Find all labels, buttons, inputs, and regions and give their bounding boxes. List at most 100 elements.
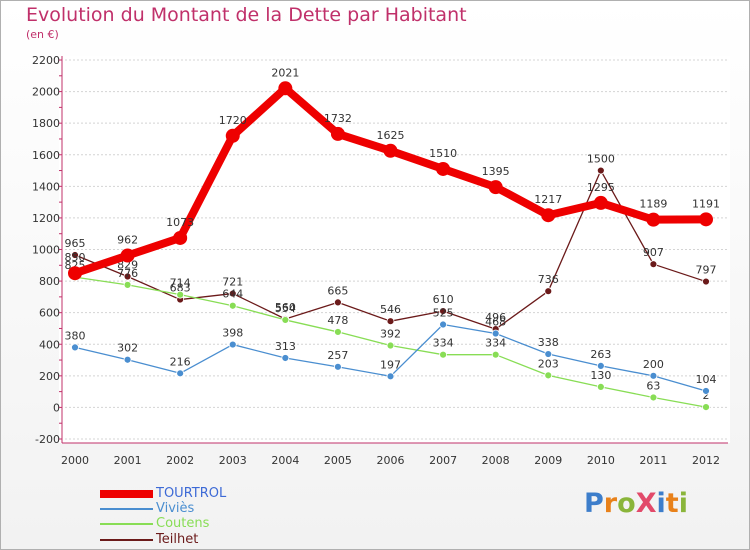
data-point	[228, 301, 237, 310]
y-tick-label: 1400	[32, 180, 60, 193]
data-point	[596, 382, 605, 391]
data-point	[488, 180, 503, 195]
chart-subtitle: (en €)	[26, 28, 59, 41]
legend-swatch	[100, 508, 153, 510]
data-label: 546	[380, 303, 401, 316]
data-label: 1189	[639, 198, 667, 211]
data-label: 203	[538, 357, 559, 370]
x-tick-label: 2000	[61, 454, 89, 467]
data-label: 63	[646, 379, 660, 392]
legend-swatch	[100, 490, 153, 498]
x-tick-label: 2002	[166, 454, 194, 467]
data-label: 1217	[534, 193, 562, 206]
data-point	[439, 350, 447, 359]
data-point	[439, 307, 447, 315]
x-tick-label: 2012	[692, 454, 720, 467]
data-point	[541, 208, 556, 223]
data-point	[649, 371, 658, 380]
data-label: 1625	[377, 129, 405, 142]
data-point	[702, 387, 710, 395]
data-point	[649, 393, 658, 402]
data-label: 216	[170, 355, 191, 368]
y-tick-label: 1000	[32, 244, 60, 257]
data-label: 965	[65, 237, 86, 250]
data-label: 1295	[587, 181, 615, 194]
x-tick-label: 2008	[482, 454, 510, 467]
data-label: 392	[380, 328, 401, 341]
legend-swatch	[100, 523, 153, 525]
data-label: 736	[538, 273, 559, 286]
data-label: 1073	[166, 216, 194, 229]
legend-label: Teilhet	[156, 532, 199, 547]
data-point	[439, 320, 447, 329]
data-label: 797	[696, 264, 717, 277]
y-tick-label: 200	[39, 370, 60, 383]
data-point	[544, 350, 553, 358]
data-point	[436, 161, 451, 176]
data-label: 130	[590, 369, 611, 382]
data-label: 257	[327, 349, 348, 362]
data-label: 334	[485, 337, 506, 350]
data-point	[386, 317, 395, 326]
data-point	[596, 166, 605, 175]
data-label: 850	[65, 251, 86, 264]
legend-swatch	[100, 539, 153, 541]
data-label: 962	[117, 234, 138, 247]
x-tick-label: 2011	[639, 454, 667, 467]
x-tick-label: 2003	[219, 454, 247, 467]
data-point	[491, 350, 500, 359]
data-label: 829	[117, 259, 138, 272]
data-label: 200	[643, 358, 664, 371]
data-point	[71, 251, 79, 259]
data-point	[702, 277, 710, 286]
data-point	[386, 341, 395, 350]
data-label: 334	[433, 337, 454, 350]
data-point	[176, 290, 185, 299]
legend-label: Viviès	[156, 501, 195, 516]
data-point	[646, 212, 661, 227]
data-point	[123, 280, 132, 289]
data-point	[228, 289, 237, 298]
data-label: 644	[222, 288, 243, 301]
data-point	[491, 329, 500, 338]
data-point	[228, 340, 237, 349]
y-tick-label: 2200	[32, 54, 60, 67]
y-tick-label: 400	[39, 338, 60, 351]
data-label: 1500	[587, 153, 615, 166]
y-tick-label: 2000	[32, 86, 60, 99]
x-tick-label: 2007	[429, 454, 457, 467]
data-label: 665	[327, 284, 348, 297]
data-label: 554	[275, 302, 296, 315]
data-point	[383, 143, 398, 158]
y-tick-label: 1600	[32, 149, 60, 162]
x-tick-label: 2001	[114, 454, 142, 467]
legend-label: Coutens	[156, 516, 210, 531]
data-label: 907	[643, 246, 664, 259]
data-point	[68, 266, 82, 281]
data-label: 197	[380, 358, 401, 371]
data-point	[123, 355, 132, 364]
data-label: 104	[696, 373, 717, 386]
data-point	[544, 287, 553, 296]
data-point	[334, 298, 342, 307]
data-label: 560	[275, 301, 296, 314]
data-point	[649, 260, 658, 269]
legend-label: TOURTROL	[156, 486, 227, 501]
y-tick-label: 1800	[32, 117, 60, 130]
data-label: 302	[117, 342, 138, 355]
y-tick-label: 600	[39, 307, 60, 320]
data-label: 1191	[692, 197, 720, 210]
data-point	[334, 362, 342, 371]
data-point	[281, 354, 290, 362]
data-point	[596, 361, 605, 370]
data-label: 721	[222, 276, 243, 289]
data-label: 2	[703, 389, 710, 402]
x-tick-label: 2004	[271, 454, 299, 467]
proxiti-logo: ProXiti	[584, 488, 688, 519]
x-tick-label: 2006	[377, 454, 405, 467]
x-tick-label: 2005	[324, 454, 352, 467]
x-tick-label: 2009	[534, 454, 562, 467]
data-point	[173, 230, 188, 245]
data-label: 1720	[219, 114, 247, 127]
